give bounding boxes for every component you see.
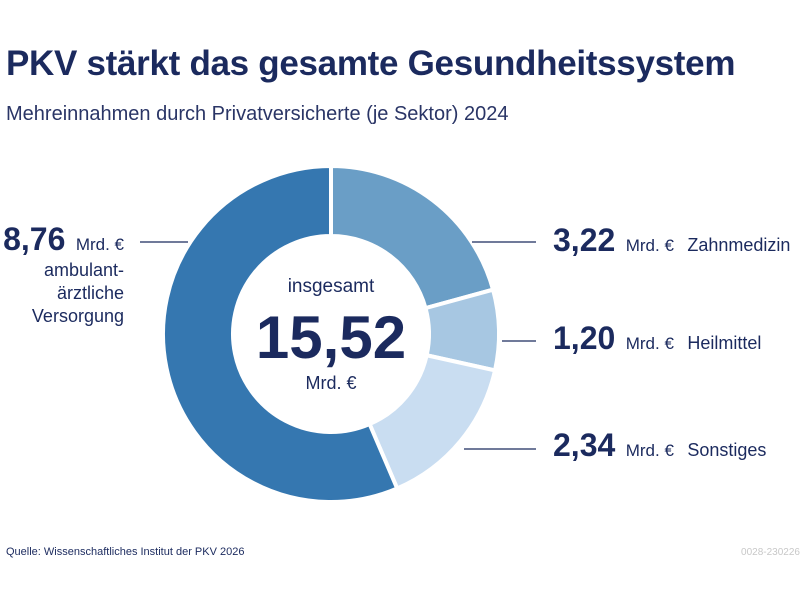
leader-lines: [140, 241, 536, 450]
value-heilmittel: 1,20: [553, 320, 615, 356]
label-zahnmedizin: 3,22 Mrd. € Zahnmedizin: [553, 222, 790, 258]
category-sonstiges: Sonstiges: [687, 440, 766, 460]
slice-zahnmedizin: [329, 163, 496, 311]
category-heilmittel: Heilmittel: [687, 333, 761, 353]
label-ambulant-value: 8,76 Mrd. €: [3, 221, 124, 257]
unit-sonstiges: Mrd. €: [626, 441, 675, 460]
value-sonstiges: 2,34: [553, 427, 615, 463]
graphic-code: 0028-230226: [741, 547, 800, 558]
chart-subtitle: Mehreinnahmen durch Privatversicherte (j…: [6, 103, 509, 125]
unit-zahnmedizin: Mrd. €: [626, 236, 675, 255]
donut-slices: [161, 163, 501, 504]
category-ambulant-line-3: Versorgung: [32, 306, 124, 326]
unit-heilmittel: Mrd. €: [626, 334, 675, 353]
category-ambulant-line-1: ambulant-: [44, 260, 124, 280]
label-heilmittel: 1,20 Mrd. € Heilmittel: [553, 320, 761, 356]
source-note: Quelle: Wissenschaftliches Institut der …: [6, 546, 245, 558]
unit-ambulant: Mrd. €: [76, 235, 125, 254]
value-zahnmedizin: 3,22: [553, 222, 615, 258]
category-zahnmedizin: Zahnmedizin: [687, 235, 790, 255]
label-sonstiges: 2,34 Mrd. € Sonstiges: [553, 427, 766, 463]
value-ambulant: 8,76: [3, 221, 65, 257]
center-total-label: insgesamt: [288, 276, 375, 297]
category-ambulant-line-2: ärztliche: [57, 283, 124, 303]
chart-title: PKV stärkt das gesamte Gesundheitssystem: [6, 44, 736, 83]
slice-ambulant: [161, 163, 400, 504]
center-total-unit: Mrd. €: [305, 373, 356, 393]
center-total-value: 15,52: [256, 304, 406, 371]
